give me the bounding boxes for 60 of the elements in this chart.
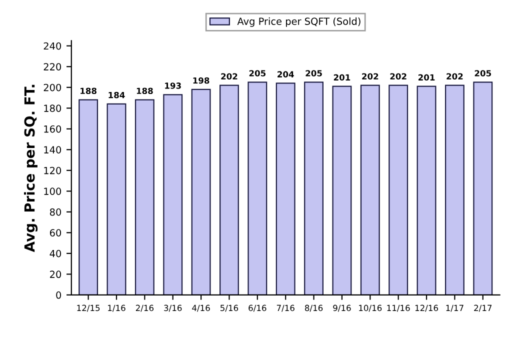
x-tick-label: 2/16 — [136, 304, 154, 312]
bar — [332, 86, 352, 295]
data-label: 188 — [136, 88, 153, 94]
bar — [191, 88, 211, 295]
bar — [304, 82, 324, 295]
y-tick-label: 180 — [44, 104, 62, 112]
x-tick-label: 7/16 — [276, 304, 294, 312]
data-label: 198 — [193, 77, 210, 84]
y-tick-label: 80 — [50, 208, 62, 216]
legend-label: Avg Price per SQFT (Sold) — [237, 17, 360, 27]
x-tick-label: 9/16 — [333, 304, 351, 312]
x-tick-label: 1/17 — [446, 304, 464, 312]
x-tick-label: 10/16 — [359, 304, 382, 312]
x-tick-label: 12/16 — [415, 304, 438, 312]
y-tick-label: 40 — [50, 250, 62, 258]
x-tick-label: 3/16 — [164, 304, 182, 312]
bar — [220, 84, 239, 295]
bar — [444, 84, 464, 295]
y-tick-label: 240 — [44, 42, 62, 50]
bar — [276, 82, 296, 295]
x-tick-label: 12/15 — [77, 304, 100, 312]
data-label: 205 — [249, 70, 266, 76]
y-tick-label: 220 — [44, 63, 62, 70]
x-tick-label: 6/16 — [248, 304, 266, 312]
x-tick-label: 1/16 — [108, 304, 126, 312]
data-label: 202 — [362, 73, 378, 80]
x-tick-label: 11/16 — [387, 304, 410, 312]
x-tick-label: 5/16 — [220, 304, 238, 312]
data-label: 184 — [108, 92, 125, 98]
y-tick-label: 200 — [44, 84, 62, 92]
y-tick-label: 20 — [50, 270, 62, 278]
y-tick-label: 60 — [50, 229, 62, 236]
bar — [134, 99, 154, 295]
y-tick-label: 100 — [44, 188, 62, 195]
data-label: 202 — [446, 73, 463, 80]
bar — [416, 86, 436, 295]
bar — [360, 84, 380, 295]
data-label: 202 — [390, 73, 406, 80]
y-tick-label: 140 — [44, 146, 62, 154]
data-label: 188 — [80, 88, 96, 94]
x-tick-label: 4/16 — [192, 304, 210, 312]
bar — [248, 82, 268, 295]
data-label: 202 — [221, 73, 238, 80]
x-tick-label: 2/17 — [474, 304, 492, 312]
y-tick-label: 120 — [44, 166, 62, 174]
bar — [473, 82, 493, 295]
y-axis-title: Avg. Price per SQ. FT. — [24, 84, 38, 252]
bar — [78, 99, 98, 295]
data-label: 201 — [334, 74, 350, 81]
x-tick-label: 8/16 — [304, 304, 323, 312]
y-tick-label: 0 — [56, 291, 62, 299]
data-label: 204 — [278, 71, 294, 78]
data-label: 193 — [165, 82, 181, 89]
y-tick-label: 160 — [44, 125, 62, 133]
data-label: 205 — [474, 70, 492, 76]
data-label: 205 — [306, 70, 322, 76]
bar — [106, 103, 126, 295]
bar — [163, 94, 183, 295]
bar — [388, 84, 408, 295]
data-label: 201 — [418, 74, 435, 81]
